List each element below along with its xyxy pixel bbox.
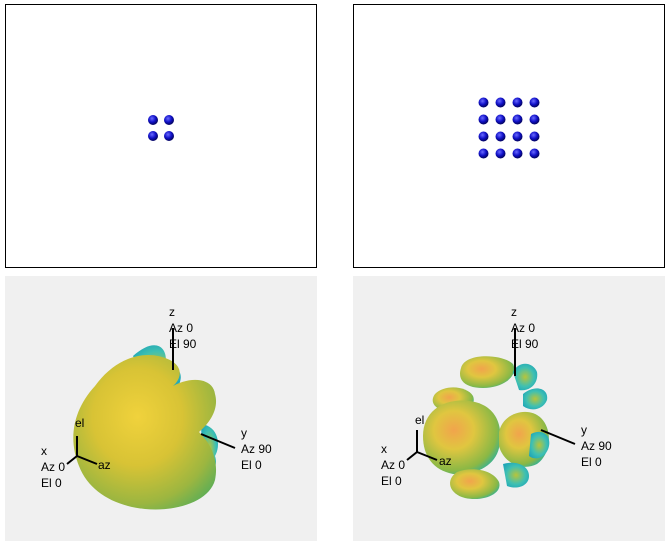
array-element xyxy=(478,97,489,108)
z-axis-azimuth: Az 0 xyxy=(169,321,194,335)
triad-az-label: az xyxy=(98,458,111,472)
array-element xyxy=(495,97,506,108)
array-4x4-plot xyxy=(478,97,540,159)
z-axis-azimuth: Az 0 xyxy=(511,321,536,335)
pattern-3d-left-panel: z Az 0 El 90 y Az 90 El 0 x Az 0 El 0 el… xyxy=(5,276,317,541)
array-element xyxy=(478,148,489,159)
array-element xyxy=(512,97,523,108)
array-element xyxy=(495,131,506,142)
lobe-shape xyxy=(459,356,515,388)
array-geometry-4x4-panel xyxy=(353,4,665,268)
triad-el-label: el xyxy=(415,413,425,427)
lobe-shape xyxy=(450,469,500,500)
coordinate-triad xyxy=(66,436,98,465)
pattern-3d-right-panel: z Az 0 El 90 y Az 90 El 0 x Az 0 El 0 el… xyxy=(353,276,665,541)
array-element xyxy=(512,148,523,159)
y-axis-azimuth: Az 90 xyxy=(241,442,272,456)
y-axis-line xyxy=(200,433,236,449)
x-axis-label: x xyxy=(381,442,387,456)
y-axis-line xyxy=(540,429,576,445)
array-element xyxy=(148,115,158,125)
triad-el-label: el xyxy=(75,416,85,430)
y-axis-label: y xyxy=(581,423,587,437)
array-geometry-2x2-panel xyxy=(5,4,317,268)
array-element xyxy=(512,114,523,125)
array-2x2-plot xyxy=(148,115,174,141)
z-axis-label: z xyxy=(169,305,175,319)
array-element xyxy=(529,114,540,125)
y-axis-azimuth: Az 90 xyxy=(581,439,612,453)
array-element xyxy=(529,131,540,142)
pattern-3d-left xyxy=(66,328,236,510)
main-lobe-shape xyxy=(423,400,501,475)
x-axis-azimuth: Az 0 xyxy=(381,458,406,472)
x-axis-label: x xyxy=(41,444,47,458)
main-lobe-shape xyxy=(73,355,217,510)
y-axis-label: y xyxy=(241,426,247,440)
lobe-shape xyxy=(529,431,550,459)
x-axis-elevation: El 0 xyxy=(381,474,402,488)
lobe-shape xyxy=(523,388,548,410)
z-axis-elevation: El 90 xyxy=(169,337,197,351)
triad-az-label: az xyxy=(439,454,452,468)
array-elements xyxy=(478,97,540,159)
array-element xyxy=(529,148,540,159)
array-element xyxy=(478,131,489,142)
array-element xyxy=(529,97,540,108)
coordinate-triad xyxy=(406,430,438,461)
array-element xyxy=(495,114,506,125)
pattern-3d-right xyxy=(406,328,576,500)
array-element xyxy=(512,131,523,142)
lobe-shape xyxy=(503,462,529,488)
z-axis-label: z xyxy=(511,305,517,319)
array-element xyxy=(495,148,506,159)
z-axis-elevation: El 90 xyxy=(511,337,539,351)
y-axis-elevation: El 0 xyxy=(581,455,602,469)
y-axis-elevation: El 0 xyxy=(241,458,262,472)
array-element xyxy=(164,131,174,141)
x-axis-elevation: El 0 xyxy=(41,476,62,490)
x-axis-azimuth: Az 0 xyxy=(41,460,66,474)
lobe-shape xyxy=(513,363,538,391)
array-element xyxy=(148,131,158,141)
array-element xyxy=(478,114,489,125)
array-element xyxy=(164,115,174,125)
array-elements xyxy=(148,115,174,141)
